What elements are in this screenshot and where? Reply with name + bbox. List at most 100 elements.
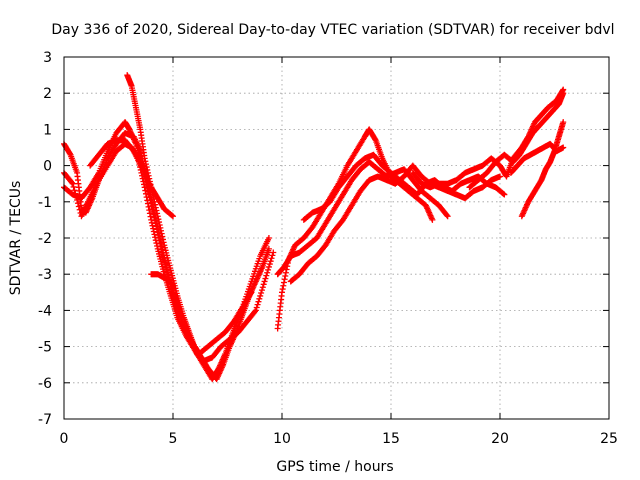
data-point	[151, 217, 158, 224]
data-point	[497, 173, 503, 180]
data-point	[261, 278, 268, 285]
data-point	[148, 216, 155, 223]
x-axis-label: GPS time / hours	[276, 459, 393, 475]
data-point	[149, 222, 156, 229]
data-point	[372, 136, 379, 143]
y-axis-label: SDTVAR / TECUs	[8, 181, 24, 296]
x-tick-label: 10	[273, 431, 291, 447]
data-point	[153, 226, 160, 233]
axis-ticks: 0 5 10 15 20 25 -7 -6 -5 -4 -3 -2 -1 0 1 2 3	[38, 50, 618, 447]
data-point	[151, 214, 158, 221]
data-point	[429, 216, 436, 223]
data-point	[269, 252, 276, 259]
data-point	[68, 179, 75, 186]
data-point	[147, 197, 154, 204]
data-point	[169, 212, 176, 219]
data-point	[253, 304, 260, 311]
data-point	[157, 224, 164, 231]
data-point	[255, 298, 262, 305]
data-point	[154, 210, 161, 217]
series-track-5	[124, 72, 277, 365]
data-point	[153, 223, 160, 230]
data-point	[265, 266, 272, 273]
series-track-7	[274, 126, 436, 332]
data-point	[151, 198, 158, 205]
data-point	[155, 232, 162, 239]
data-point	[264, 269, 271, 276]
data-point	[75, 203, 82, 210]
data-point	[150, 225, 157, 232]
data-point	[155, 216, 162, 223]
data-point	[74, 200, 81, 207]
data-point	[147, 181, 154, 188]
data-point	[257, 292, 264, 299]
data-point	[150, 193, 157, 200]
data-point	[279, 286, 286, 293]
data-point	[146, 207, 153, 214]
data-point	[252, 307, 259, 314]
data-point	[158, 246, 165, 253]
data-point	[66, 150, 73, 157]
data-point	[149, 206, 156, 213]
data-point	[444, 213, 451, 220]
data-point	[501, 191, 508, 198]
grid-lines	[64, 57, 609, 419]
data-point	[148, 184, 155, 191]
y-tick-label: -4	[38, 303, 52, 319]
data-point	[148, 203, 155, 210]
data-point	[152, 204, 159, 211]
data-point	[153, 207, 160, 214]
data-point	[263, 272, 270, 279]
data-point	[265, 245, 272, 252]
x-tick-label: 5	[169, 431, 178, 447]
data-point	[282, 269, 289, 276]
chart-title: Day 336 of 2020, Sidereal Day-to-day VTE…	[51, 22, 614, 38]
y-tick-label: -6	[38, 376, 52, 392]
data-point	[148, 187, 155, 194]
data-point	[71, 187, 78, 194]
data-point	[157, 243, 164, 250]
series-track-12	[466, 90, 567, 191]
data-point	[158, 227, 165, 234]
data-point	[152, 201, 159, 208]
data-point	[560, 144, 567, 151]
data-point	[146, 194, 153, 201]
data-point	[142, 161, 149, 168]
plot-frame	[63, 56, 610, 420]
x-tick-label: 20	[491, 431, 509, 447]
data-point	[149, 190, 156, 197]
data-point	[256, 295, 263, 302]
data-point	[170, 282, 176, 289]
data-point	[146, 191, 153, 198]
data-point	[157, 240, 164, 247]
data-point	[141, 155, 148, 162]
data-point	[154, 229, 161, 236]
y-tick-label: -1	[38, 195, 52, 211]
data-point	[282, 273, 289, 280]
x-tick-label: 0	[60, 431, 69, 447]
data-point	[145, 172, 152, 179]
data-point	[560, 90, 567, 97]
data-point	[154, 213, 161, 220]
data-point	[149, 208, 156, 215]
data-point	[144, 169, 151, 176]
data-point	[265, 235, 272, 241]
data-point	[148, 219, 155, 226]
data-point	[152, 220, 159, 227]
data-point	[258, 287, 265, 294]
data-point	[443, 212, 450, 219]
data-point	[146, 178, 153, 185]
data-point	[154, 242, 161, 249]
data-point	[152, 234, 159, 241]
data-point	[267, 258, 274, 265]
data-point	[260, 281, 267, 288]
data-point	[156, 237, 163, 244]
data-point	[76, 206, 83, 213]
data-point	[281, 276, 288, 283]
data-point	[147, 213, 154, 220]
data-point	[152, 237, 159, 244]
data-point	[259, 284, 266, 291]
data-point	[500, 190, 507, 197]
data-point	[280, 282, 287, 289]
data-point	[144, 166, 151, 173]
